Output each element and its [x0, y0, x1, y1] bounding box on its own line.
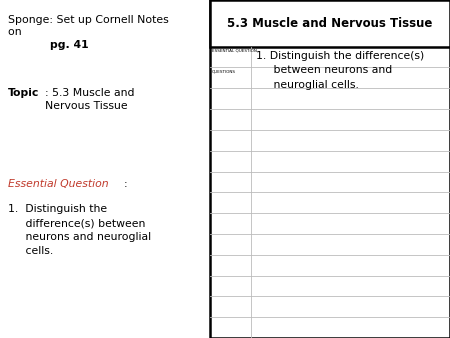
- Text: Sponge: Set up Cornell Notes
on: Sponge: Set up Cornell Notes on: [8, 15, 169, 37]
- Text: ESSENTIAL QUESTION: ESSENTIAL QUESTION: [212, 48, 256, 52]
- Bar: [210, 0, 450, 338]
- Text: :: :: [124, 179, 128, 189]
- Text: 5.3 Muscle and Nervous Tissue: 5.3 Muscle and Nervous Tissue: [227, 17, 433, 30]
- Text: Topic: Topic: [8, 88, 40, 98]
- Text: pg. 41: pg. 41: [50, 40, 88, 50]
- Text: Essential Question: Essential Question: [8, 179, 109, 189]
- Text: 1.  Distinguish the
     difference(s) between
     neurons and neuroglial
     : 1. Distinguish the difference(s) between…: [8, 204, 151, 257]
- Bar: [210, 0, 450, 47]
- Text: 1. Distinguish the difference(s)
     between neurons and
     neuroglial cells.: 1. Distinguish the difference(s) between…: [256, 51, 424, 90]
- Text: QUESTIONS: QUESTIONS: [212, 69, 235, 73]
- Text: : 5.3 Muscle and
Nervous Tissue: : 5.3 Muscle and Nervous Tissue: [45, 88, 135, 111]
